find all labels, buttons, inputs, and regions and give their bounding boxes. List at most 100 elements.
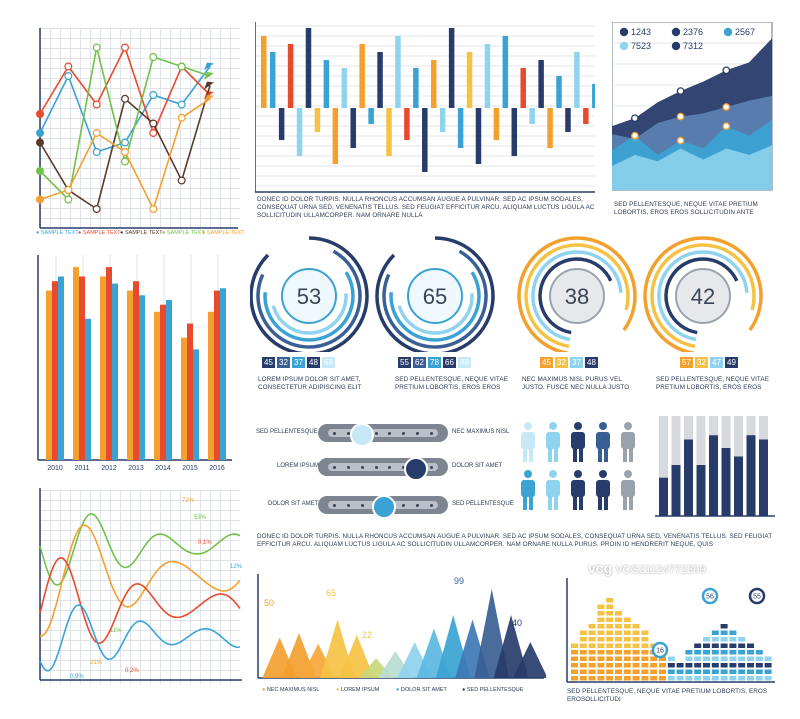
stack-cell: [720, 637, 728, 642]
gauge-caption-1: LOREM IPSUM DOLOR SIT AMET, CONSECTETUR …: [258, 376, 362, 391]
line-chart-legend: ● SAMPLE TEXT ● SAMPLE TEXT ● SAMPLE TEX…: [28, 230, 245, 242]
caption-middle: DONEC ID DOLOR TURPIS. NULLA RHONCUS ACC…: [257, 533, 773, 548]
arrow-head: [204, 72, 214, 80]
bar: [187, 323, 193, 460]
stack-cell: [694, 643, 702, 648]
gauge-number: 68: [322, 357, 335, 368]
stack-cell: [615, 630, 622, 635]
person-head: [574, 422, 582, 430]
slider-1[interactable]: [318, 423, 448, 447]
bar-background: [659, 416, 668, 516]
stack-cell: [597, 630, 605, 635]
stack-cell: [606, 676, 614, 681]
person-head: [549, 422, 557, 430]
slider-knob[interactable]: [372, 495, 396, 519]
legend-label: 1243: [631, 27, 651, 37]
stack-cell: [571, 676, 578, 681]
bar: [592, 84, 595, 108]
watermark-text: VCG21124772309: [615, 564, 706, 576]
year-bar-chart: 2010 2011 2012 2013 2014 2015 2016: [37, 255, 232, 472]
caption-top-right: SED PELLENTESQUE, NEQUE VITAE PRETIUM LO…: [614, 201, 758, 216]
stack-cell: [703, 669, 710, 674]
bar: [368, 108, 374, 124]
stack-cell: [632, 650, 640, 655]
bar: [214, 290, 220, 460]
person-leg: [529, 496, 533, 510]
stack-cell: [588, 669, 596, 674]
bar: [565, 108, 571, 132]
gauge-number: 32: [555, 357, 568, 368]
person-leg: [554, 448, 558, 462]
stack-cell: [685, 669, 693, 674]
data-point: [149, 205, 158, 214]
legend-item-blue: ● DOLOR SIT AMET: [396, 687, 447, 693]
wave-line: [39, 513, 241, 586]
stack-cell: [588, 637, 596, 642]
stack-cell: [659, 676, 666, 681]
data-point: [36, 138, 45, 147]
stack-cell: [606, 630, 614, 635]
bar: [323, 60, 330, 108]
legend-label: 7312: [683, 41, 703, 51]
stack-cell: [588, 630, 596, 635]
gauge-ring: [643, 236, 763, 352]
person-leg: [629, 448, 633, 462]
stack-cell: [632, 624, 640, 629]
bar: [350, 108, 356, 148]
person-head: [549, 470, 557, 478]
stack-cell: [755, 656, 763, 661]
stack-cell: [615, 643, 622, 648]
stack-cell: [703, 676, 710, 681]
stack-cell: [711, 656, 719, 661]
data-point: [676, 136, 685, 145]
stack-cell: [738, 637, 746, 642]
bar: [583, 108, 589, 124]
bar: [73, 267, 79, 460]
gauge-numbers-1: 45 32 37 48 68: [262, 357, 335, 368]
person-body: [621, 432, 635, 449]
slider-knob[interactable]: [350, 423, 374, 447]
gauge-ring: [538, 257, 613, 335]
person-leg: [604, 496, 608, 510]
slider-2[interactable]: [318, 457, 448, 481]
stack-cell: [720, 669, 728, 674]
stack-cell: [632, 663, 640, 668]
stack-cell: [615, 650, 622, 655]
legend-swatch: [671, 27, 681, 37]
annotation: 53%: [194, 515, 207, 521]
legend-label: SAMPLE TEXT: [206, 230, 245, 236]
person-body: [596, 480, 610, 497]
gauge-number: 37: [292, 357, 305, 368]
wave-line: [39, 557, 241, 644]
bar: [448, 28, 455, 108]
data-point: [631, 131, 639, 140]
gauge-number: 62: [413, 357, 426, 368]
stack-cell: [579, 630, 587, 635]
annotation: 12%: [230, 564, 242, 570]
stack-chart: 56 55 16: [566, 578, 775, 683]
stack-cell: [667, 663, 675, 668]
stack-cell: [597, 604, 605, 609]
bar: [439, 108, 446, 132]
gauge-number: 78: [428, 357, 441, 368]
arrow-head: [204, 81, 214, 90]
gauge-ring: [382, 249, 488, 349]
person-leg: [598, 448, 602, 462]
bar: [287, 44, 294, 108]
stack-cell: [711, 669, 719, 674]
stack-cell: [738, 643, 746, 648]
slider-knob[interactable]: [404, 457, 428, 481]
slider-3[interactable]: [318, 495, 448, 519]
stack-cell: [571, 656, 578, 661]
legend-item-orange: ● SAMPLE TEXT: [202, 230, 245, 236]
bar: [127, 290, 133, 460]
bar: [547, 108, 553, 148]
bar: [696, 465, 706, 516]
annotation: 0,2%: [125, 668, 139, 674]
person-head: [524, 470, 532, 478]
stack-cell: [597, 643, 605, 648]
stack-cell: [606, 663, 614, 668]
area-chart: 1243 2376 2567 7523 7312: [612, 22, 773, 191]
bar: [58, 276, 64, 460]
gauge-ring: [531, 250, 623, 342]
